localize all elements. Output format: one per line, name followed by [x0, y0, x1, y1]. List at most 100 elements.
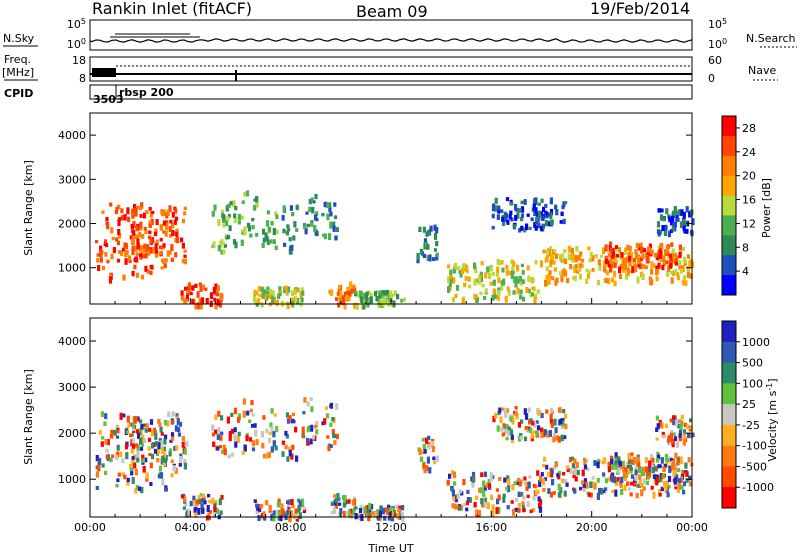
noise-frame — [89, 19, 693, 51]
ytick-label: 3000 — [58, 173, 86, 186]
echo-cell — [189, 291, 193, 296]
echo-cell — [327, 444, 331, 452]
noise-bump — [110, 33, 200, 38]
echo-cell — [598, 264, 602, 271]
echo-cell — [539, 211, 544, 215]
echo-cell — [575, 245, 579, 252]
echo-cell — [251, 218, 255, 222]
echo-cell — [352, 510, 356, 516]
echo-cell — [162, 209, 166, 216]
xtick-label: 00:00 — [676, 521, 708, 534]
echo-cell — [514, 214, 518, 221]
echo-cell — [174, 425, 178, 432]
echo-cell — [533, 222, 537, 228]
echo-cell — [505, 486, 509, 491]
echo-cell — [298, 512, 302, 520]
echo-cell — [619, 484, 623, 488]
echo-cell — [161, 478, 165, 486]
echo-cell — [655, 276, 659, 282]
echo-cell — [614, 464, 618, 470]
echo-cell — [153, 430, 157, 435]
echo-cell — [248, 419, 252, 424]
echo-cell — [131, 245, 135, 251]
echo-cell — [600, 254, 604, 258]
echo-cell — [565, 482, 569, 487]
echo-cell — [212, 441, 216, 447]
echo-cell — [308, 198, 312, 205]
echo-cell — [197, 495, 201, 500]
echo-cell — [477, 278, 481, 285]
echo-cell — [265, 428, 269, 434]
echo-cell — [333, 215, 338, 219]
echo-cell — [657, 245, 661, 252]
echo-cell — [146, 269, 150, 274]
echo-cell — [285, 292, 289, 296]
echo-cell — [315, 421, 319, 428]
echo-cell — [261, 442, 265, 449]
echo-cell — [121, 458, 125, 464]
freq-dense-block — [92, 68, 116, 77]
echo-cell — [634, 474, 638, 482]
echo-cell — [657, 208, 661, 213]
echo-cell — [281, 451, 285, 457]
echo-cell — [222, 217, 226, 224]
echo-cell — [222, 223, 226, 228]
echo-cell — [262, 453, 267, 459]
echo-cell — [381, 303, 385, 308]
echo-cell — [488, 272, 492, 280]
echo-cell — [570, 247, 574, 255]
echo-cell — [677, 419, 682, 423]
echo-cell — [324, 406, 329, 410]
echo-cell — [658, 258, 662, 264]
echo-cell — [220, 249, 224, 255]
echo-cell — [133, 264, 137, 270]
echo-cell — [144, 428, 148, 433]
echo-cell — [674, 258, 678, 265]
echo-cell — [378, 294, 382, 299]
echo-cell — [618, 266, 622, 274]
echo-cell — [598, 487, 602, 494]
echo-cell — [124, 258, 128, 265]
echo-cell — [157, 418, 161, 424]
echo-cell — [162, 258, 166, 265]
echo-cell — [275, 299, 279, 306]
echo-cell — [628, 245, 632, 252]
echo-cell — [289, 248, 293, 255]
colorbar-tick-label: 16 — [742, 194, 756, 207]
echo-cell — [211, 424, 215, 431]
colorbar-tick-label: -1000 — [742, 481, 774, 494]
echo-cell — [396, 513, 400, 520]
colorbar-segment — [722, 466, 736, 488]
echo-cell — [489, 474, 493, 482]
echo-cell — [265, 500, 269, 506]
echo-cell — [544, 210, 548, 215]
echo-cell — [671, 248, 675, 254]
echo-cell — [324, 201, 328, 208]
echo-cell — [285, 230, 289, 236]
echo-cell — [154, 249, 159, 254]
echo-cell — [680, 420, 684, 427]
echo-cell — [486, 502, 490, 510]
echo-cell — [670, 219, 674, 226]
echo-cell — [268, 504, 272, 512]
echo-cell — [531, 420, 535, 426]
n-sky-label: N.Sky — [3, 32, 35, 45]
echo-cell — [610, 255, 614, 259]
echo-cell — [634, 249, 638, 255]
echo-cell — [552, 260, 556, 265]
echo-cell — [680, 414, 684, 420]
colorbar-segment — [722, 175, 736, 197]
echo-cell — [140, 439, 144, 448]
echo-cell — [482, 480, 486, 487]
echo-cell — [454, 495, 458, 503]
echo-cell — [548, 249, 552, 257]
echo-cell — [285, 412, 289, 418]
echo-cell — [659, 214, 664, 221]
echo-cell — [505, 269, 509, 276]
echo-cell — [265, 452, 269, 459]
echo-cell — [255, 439, 259, 446]
echo-cell — [368, 502, 372, 510]
echo-cell — [673, 436, 678, 442]
echo-cell — [640, 469, 645, 477]
echo-cell — [266, 239, 270, 245]
